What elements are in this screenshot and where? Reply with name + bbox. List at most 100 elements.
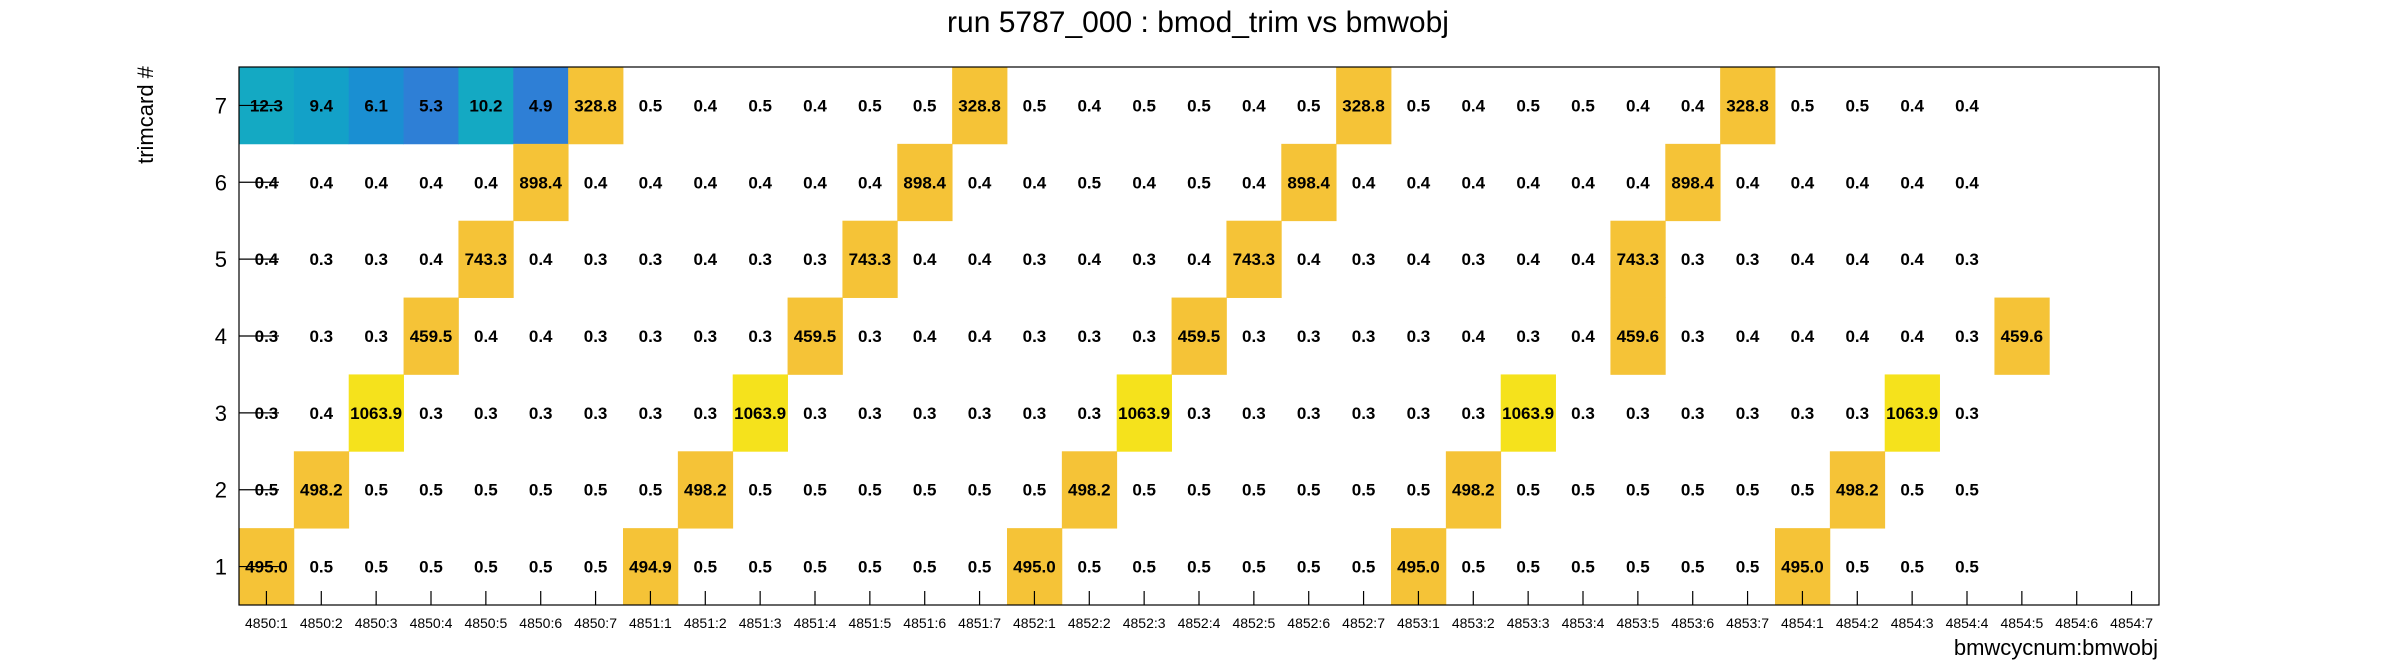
- cell-value-label: 10.2: [469, 96, 502, 115]
- cell-value-label: 0.4: [1791, 327, 1815, 346]
- heatmap-cell: [1994, 297, 2050, 375]
- heatmap-cell: [1445, 451, 1502, 529]
- cell-value-label: 0.4: [1407, 250, 1431, 269]
- cell-value-label: 0.3: [1955, 250, 1979, 269]
- cell-value-label: 1063.9: [734, 404, 786, 423]
- heatmap-cell: [1226, 220, 1282, 298]
- x-tick-label: 4853:2: [1452, 615, 1495, 631]
- cell-value-label: 0.3: [309, 327, 333, 346]
- cell-value-label: 0.4: [803, 173, 827, 192]
- cell-value-label: 0.4: [1955, 96, 1979, 115]
- cell-value-label: 0.3: [639, 404, 663, 423]
- y-tick-label: 3: [215, 401, 227, 426]
- cell-labels: 12.3 9.4 6.1 5.3 10.2 4.9 328.8 0.5 0.4 0.5 0.4 0.5…: [245, 96, 2043, 576]
- x-tick-label: 4851:7: [958, 615, 1001, 631]
- cell-value-label: 495.0: [1013, 558, 1056, 577]
- heatmap-cell: [458, 220, 514, 298]
- x-tick-label: 4854:5: [2000, 615, 2043, 631]
- cell-value-label: 0.4: [1900, 250, 1924, 269]
- cell-value-label: 0.4: [1461, 173, 1485, 192]
- cell-value-label: 0.5: [639, 96, 663, 115]
- heatmap-cell: [348, 374, 404, 452]
- cell-value-label: 0.3: [748, 327, 772, 346]
- heatmap-cell: [403, 297, 459, 375]
- cell-value-label: 0.5: [803, 481, 827, 500]
- cell-value-label: 0.4: [748, 173, 772, 192]
- x-tick-label: 4853:1: [1397, 615, 1440, 631]
- cell-value-label: 0.4: [529, 327, 553, 346]
- cell-value-label: 0.3: [803, 404, 827, 423]
- cell-value-label: 0.4: [1791, 173, 1815, 192]
- heatmap-cell: [1116, 374, 1172, 452]
- x-tick-label: 4854:3: [1891, 615, 1934, 631]
- cell-value-label: 0.5: [1187, 96, 1211, 115]
- cell-value-label: 0.4: [913, 250, 937, 269]
- cell-value-label: 0.3: [1352, 404, 1376, 423]
- cell-value-label: 0.4: [1845, 173, 1869, 192]
- cell-value-label: 0.5: [1077, 558, 1101, 577]
- cell-value-label: 0.5: [364, 558, 388, 577]
- cell-value-label: 0.5: [913, 481, 937, 500]
- cell-value-label: 0.3: [1845, 404, 1869, 423]
- x-tick-label: 4854:4: [1946, 615, 1989, 631]
- x-tick-label: 4850:4: [410, 615, 453, 631]
- cell-value-label: 0.4: [1077, 250, 1101, 269]
- cell-value-label: 0.5: [1681, 481, 1705, 500]
- cell-value-label: 0.3: [693, 327, 717, 346]
- cell-value-label: 0.5: [419, 558, 443, 577]
- cell-value-label: 0.4: [1626, 96, 1650, 115]
- heatmap-cell: [403, 67, 459, 145]
- cell-value-label: 0.5: [1626, 558, 1650, 577]
- cell-value-label: 498.2: [1068, 481, 1111, 500]
- cell-value-label: 0.5: [1955, 558, 1979, 577]
- cell-value-label: 1063.9: [1502, 404, 1554, 423]
- cell-value-label: 0.5: [1900, 481, 1924, 500]
- cell-value-label: 0.4: [913, 327, 937, 346]
- x-tick-label: 4852:3: [1123, 615, 1166, 631]
- cell-value-label: 0.3: [748, 250, 772, 269]
- cell-value-label: 0.3: [1681, 327, 1705, 346]
- cell-value-label: 0.5: [1791, 481, 1815, 500]
- cell-value-label: 0.5: [693, 558, 717, 577]
- cell-value-label: 0.4: [1516, 173, 1540, 192]
- cell-value-label: 0.4: [1571, 327, 1595, 346]
- cell-value-label: 0.3: [693, 404, 717, 423]
- cell-value-label: 0.3: [1955, 327, 1979, 346]
- cell-value-label: 0.5: [1023, 481, 1047, 500]
- y-tick-label: 7: [215, 93, 227, 118]
- cell-value-label: 0.4: [1461, 96, 1485, 115]
- cell-value-label: 0.4: [474, 173, 498, 192]
- cell-value-label: 5.3: [419, 96, 443, 115]
- cell-value-label: 0.4: [309, 404, 333, 423]
- cell-value-label: 0.4: [1626, 173, 1650, 192]
- y-tick-label: 4: [215, 324, 227, 349]
- heatmap-cell: [897, 143, 953, 222]
- cell-value-label: 0.3: [364, 327, 388, 346]
- cell-value-label: 6.1: [364, 96, 388, 115]
- cell-value-label: 0.4: [364, 173, 388, 192]
- cell-value-label: 0.4: [419, 173, 443, 192]
- x-tick-label: 4852:6: [1287, 615, 1330, 631]
- cell-value-label: 0.5: [1516, 96, 1540, 115]
- cell-value-label: 0.5: [584, 481, 608, 500]
- cell-value-label: 0.5: [1077, 173, 1101, 192]
- cell-value-label: 1063.9: [1118, 404, 1170, 423]
- heatmap-cell: [293, 67, 350, 145]
- cell-value-label: 0.3: [1352, 250, 1376, 269]
- cell-value-label: 459.6: [1617, 327, 1660, 346]
- x-tick-label: 4852:1: [1013, 615, 1056, 631]
- cell-value-label: 0.5: [1407, 481, 1431, 500]
- cell-value-label: 743.3: [1617, 250, 1660, 269]
- y-axis-title: trimcard #: [133, 65, 158, 164]
- cell-value-label: 0.4: [1571, 250, 1595, 269]
- cell-value-label: 0.4: [968, 173, 992, 192]
- cell-value-label: 0.5: [1791, 96, 1815, 115]
- cell-value-label: 495.0: [1781, 558, 1824, 577]
- heatmap-cell: [348, 67, 404, 145]
- cell-value-label: 0.5: [1571, 558, 1595, 577]
- cell-value-label: 459.5: [794, 327, 837, 346]
- heatmap-cell: [952, 67, 1008, 145]
- cell-value-label: 0.3: [474, 404, 498, 423]
- cell-value-label: 0.3: [584, 250, 608, 269]
- cell-value-label: 0.5: [858, 558, 882, 577]
